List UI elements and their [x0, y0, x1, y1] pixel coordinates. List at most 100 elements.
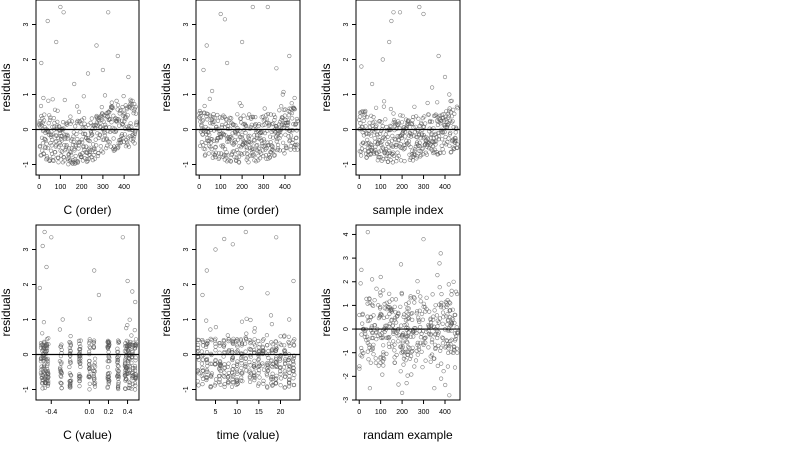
data-point — [80, 131, 86, 136]
data-point — [451, 279, 456, 284]
data-point — [235, 359, 240, 364]
data-point — [385, 335, 391, 340]
data-point — [281, 140, 286, 145]
data-point — [282, 374, 288, 379]
data-point — [236, 150, 241, 155]
data-point — [282, 343, 287, 348]
data-point — [270, 147, 275, 152]
data-point — [101, 128, 106, 133]
data-point — [436, 332, 441, 337]
data-point — [200, 338, 205, 343]
x-tick-label: 100 — [215, 184, 227, 191]
data-point — [396, 339, 401, 344]
data-point — [277, 341, 282, 346]
data-point — [104, 146, 109, 151]
data-point — [200, 368, 205, 373]
data-point — [400, 339, 405, 344]
data-point — [74, 104, 80, 109]
data-point — [392, 348, 397, 353]
data-point — [411, 334, 416, 339]
data-point — [244, 147, 249, 152]
data-point — [357, 366, 362, 371]
data-point — [46, 380, 51, 386]
data-point — [200, 292, 205, 298]
data-point — [374, 286, 379, 291]
data-point — [129, 333, 134, 338]
data-point — [205, 369, 210, 374]
data-point — [295, 147, 300, 152]
data-point — [95, 153, 101, 159]
data-point — [95, 123, 100, 129]
data-point — [115, 359, 120, 364]
data-point — [415, 135, 420, 140]
data-point — [248, 371, 253, 376]
data-point — [270, 144, 275, 149]
data-point — [278, 383, 283, 388]
data-point — [401, 331, 406, 336]
data-point — [370, 81, 375, 87]
data-point — [101, 119, 106, 124]
data-point — [455, 330, 460, 336]
data-point — [287, 374, 292, 379]
data-point — [267, 155, 273, 160]
data-point — [415, 352, 420, 357]
data-point — [266, 368, 271, 373]
data-point — [391, 329, 396, 334]
data-point — [439, 118, 444, 123]
data-point — [202, 103, 207, 109]
data-point — [399, 136, 404, 141]
data-point — [427, 309, 432, 314]
data-point — [239, 319, 245, 324]
data-point — [357, 114, 363, 119]
data-point — [260, 348, 265, 353]
data-point — [107, 140, 112, 145]
data-point — [433, 345, 438, 351]
x-tick-label: 300 — [418, 409, 430, 416]
data-point — [402, 353, 407, 358]
data-point — [449, 288, 454, 294]
data-point — [62, 97, 67, 103]
data-point — [387, 128, 393, 133]
data-point — [257, 375, 262, 380]
data-point — [87, 369, 92, 374]
data-point — [290, 140, 295, 145]
data-point — [382, 301, 387, 307]
data-point — [56, 155, 61, 161]
data-point — [287, 370, 292, 375]
data-point — [121, 93, 126, 99]
data-point — [105, 385, 110, 390]
data-point — [123, 361, 128, 366]
data-point — [446, 115, 451, 120]
data-point — [440, 341, 446, 346]
data-point — [390, 297, 395, 302]
data-point — [47, 117, 53, 123]
data-point — [272, 153, 277, 158]
data-point — [43, 137, 48, 142]
data-point — [39, 364, 44, 369]
data-point — [68, 121, 73, 126]
data-point — [283, 371, 288, 376]
data-point — [360, 124, 365, 129]
data-point — [365, 318, 371, 324]
data-point — [439, 303, 444, 308]
data-point — [130, 289, 135, 294]
data-point — [404, 334, 409, 339]
data-point — [205, 341, 210, 346]
data-point — [286, 134, 291, 139]
data-point — [91, 338, 97, 343]
data-point — [67, 149, 72, 154]
y-tick-label: 1 — [23, 317, 30, 321]
data-point — [408, 311, 414, 316]
data-point — [369, 325, 374, 331]
data-point — [427, 324, 432, 329]
data-point — [428, 333, 433, 338]
data-point — [55, 119, 60, 124]
data-point — [434, 313, 440, 318]
data-point — [125, 142, 130, 147]
y-tick-label: 1 — [23, 92, 30, 96]
data-point — [388, 106, 394, 112]
data-point — [373, 356, 378, 361]
data-point — [289, 128, 294, 133]
data-point — [265, 140, 270, 145]
data-point — [411, 133, 416, 138]
